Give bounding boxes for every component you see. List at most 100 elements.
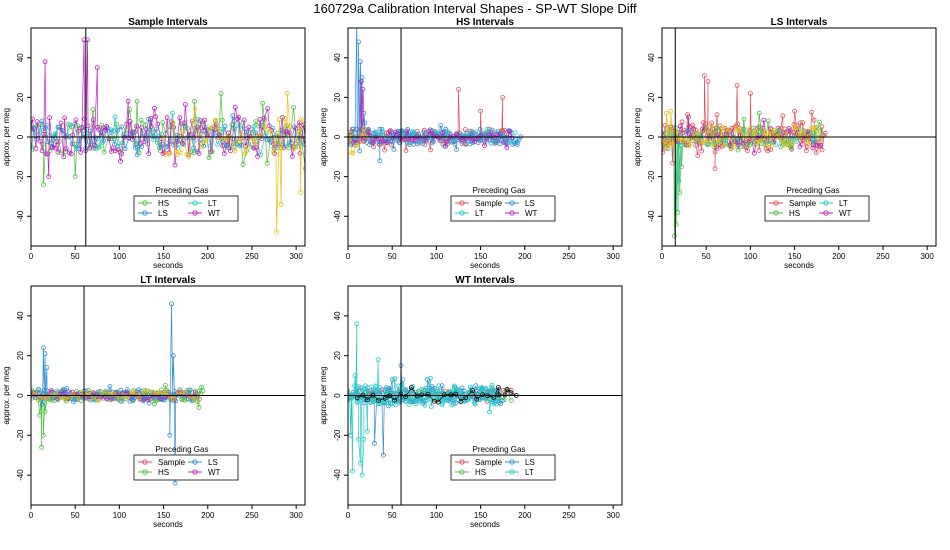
data-point	[362, 386, 368, 392]
chart-title: LS Intervals	[771, 17, 828, 28]
y-tick-label: -20	[16, 429, 25, 441]
data-point	[778, 144, 783, 149]
data-point	[662, 142, 666, 148]
legend-entry-wt: WT	[188, 468, 221, 477]
data-point	[169, 110, 175, 116]
x-tick-label: 150	[157, 252, 171, 261]
data-point	[167, 151, 173, 157]
data-point	[241, 117, 247, 123]
data-point	[41, 394, 46, 400]
data-point	[170, 120, 176, 125]
data-point	[251, 137, 257, 143]
legend-entry-lt: LT	[505, 468, 534, 477]
data-point	[472, 401, 478, 407]
x-axis-label: seconds	[153, 520, 183, 529]
data-point	[55, 124, 61, 130]
data-point	[284, 129, 290, 135]
data-point	[138, 388, 144, 394]
data-point	[303, 166, 305, 171]
data-point	[380, 137, 386, 143]
data-point	[76, 128, 81, 134]
data-point	[665, 146, 671, 152]
data-point	[200, 388, 206, 394]
data-point	[148, 123, 154, 129]
data-point	[101, 149, 107, 155]
y-tick-label: -20	[333, 170, 342, 182]
data-point	[184, 135, 190, 141]
data-point	[177, 138, 182, 143]
data-point	[187, 393, 193, 399]
data-point	[712, 149, 718, 155]
data-point	[104, 396, 110, 402]
legend-entry-sample: Sample	[769, 199, 817, 208]
data-point	[391, 146, 397, 152]
data-point	[467, 141, 473, 147]
data-point	[508, 390, 514, 396]
data-point	[46, 174, 52, 180]
data-point	[727, 127, 732, 133]
data-point	[662, 123, 668, 128]
data-point	[719, 143, 725, 149]
data-point	[356, 436, 362, 442]
data-point	[242, 151, 248, 157]
x-tick-label: 300	[606, 252, 620, 261]
data-point	[92, 142, 97, 148]
data-point	[195, 117, 201, 122]
data-point	[373, 384, 379, 390]
data-point	[709, 123, 715, 129]
data-point	[105, 394, 111, 400]
data-point	[392, 376, 398, 382]
data-point	[39, 444, 44, 450]
data-point	[720, 125, 726, 131]
data-point	[153, 126, 159, 132]
data-point	[64, 385, 69, 391]
data-point	[155, 140, 161, 146]
chart-title: WT Intervals	[455, 275, 515, 286]
legend-entry-hs: HS	[455, 468, 486, 477]
data-point	[94, 65, 100, 70]
data-point	[684, 140, 690, 146]
x-tick-label: 150	[474, 252, 488, 261]
data-point	[713, 143, 718, 149]
data-point	[180, 140, 186, 146]
legend-entry-sample: Sample	[455, 458, 503, 467]
data-point	[150, 133, 156, 139]
data-point	[131, 129, 137, 135]
y-tick-label: 40	[333, 311, 342, 320]
x-axis-label: seconds	[784, 261, 814, 270]
data-point	[745, 130, 751, 136]
data-point	[487, 409, 493, 415]
data-point	[791, 125, 797, 131]
data-point	[284, 123, 290, 129]
data-point	[401, 137, 407, 143]
data-point	[201, 143, 207, 149]
data-point	[423, 138, 429, 144]
data-point	[160, 135, 166, 141]
legend-entry-wt: WT	[819, 209, 852, 218]
data-point	[257, 117, 263, 122]
data-point	[721, 131, 727, 137]
x-tick-label: 150	[788, 252, 802, 261]
data-point	[167, 432, 173, 438]
legend: Preceding Gas Sample LS HS WT	[133, 445, 239, 481]
data-point	[716, 140, 722, 145]
data-point	[707, 140, 713, 146]
data-point	[53, 392, 59, 398]
data-point	[679, 119, 685, 125]
data-point	[763, 145, 769, 151]
data-point	[181, 120, 187, 126]
y-tick-label: -20	[16, 170, 25, 182]
data-point	[416, 399, 422, 405]
data-point	[99, 390, 105, 396]
legend-label: HS	[158, 468, 169, 477]
data-point	[111, 391, 117, 397]
data-point	[409, 137, 415, 143]
data-point	[47, 148, 53, 154]
series-line	[662, 117, 821, 154]
legend-marker	[142, 469, 148, 475]
legend-label: LS	[525, 458, 535, 467]
data-point	[447, 389, 453, 395]
data-point	[422, 402, 428, 408]
data-point	[225, 130, 231, 136]
